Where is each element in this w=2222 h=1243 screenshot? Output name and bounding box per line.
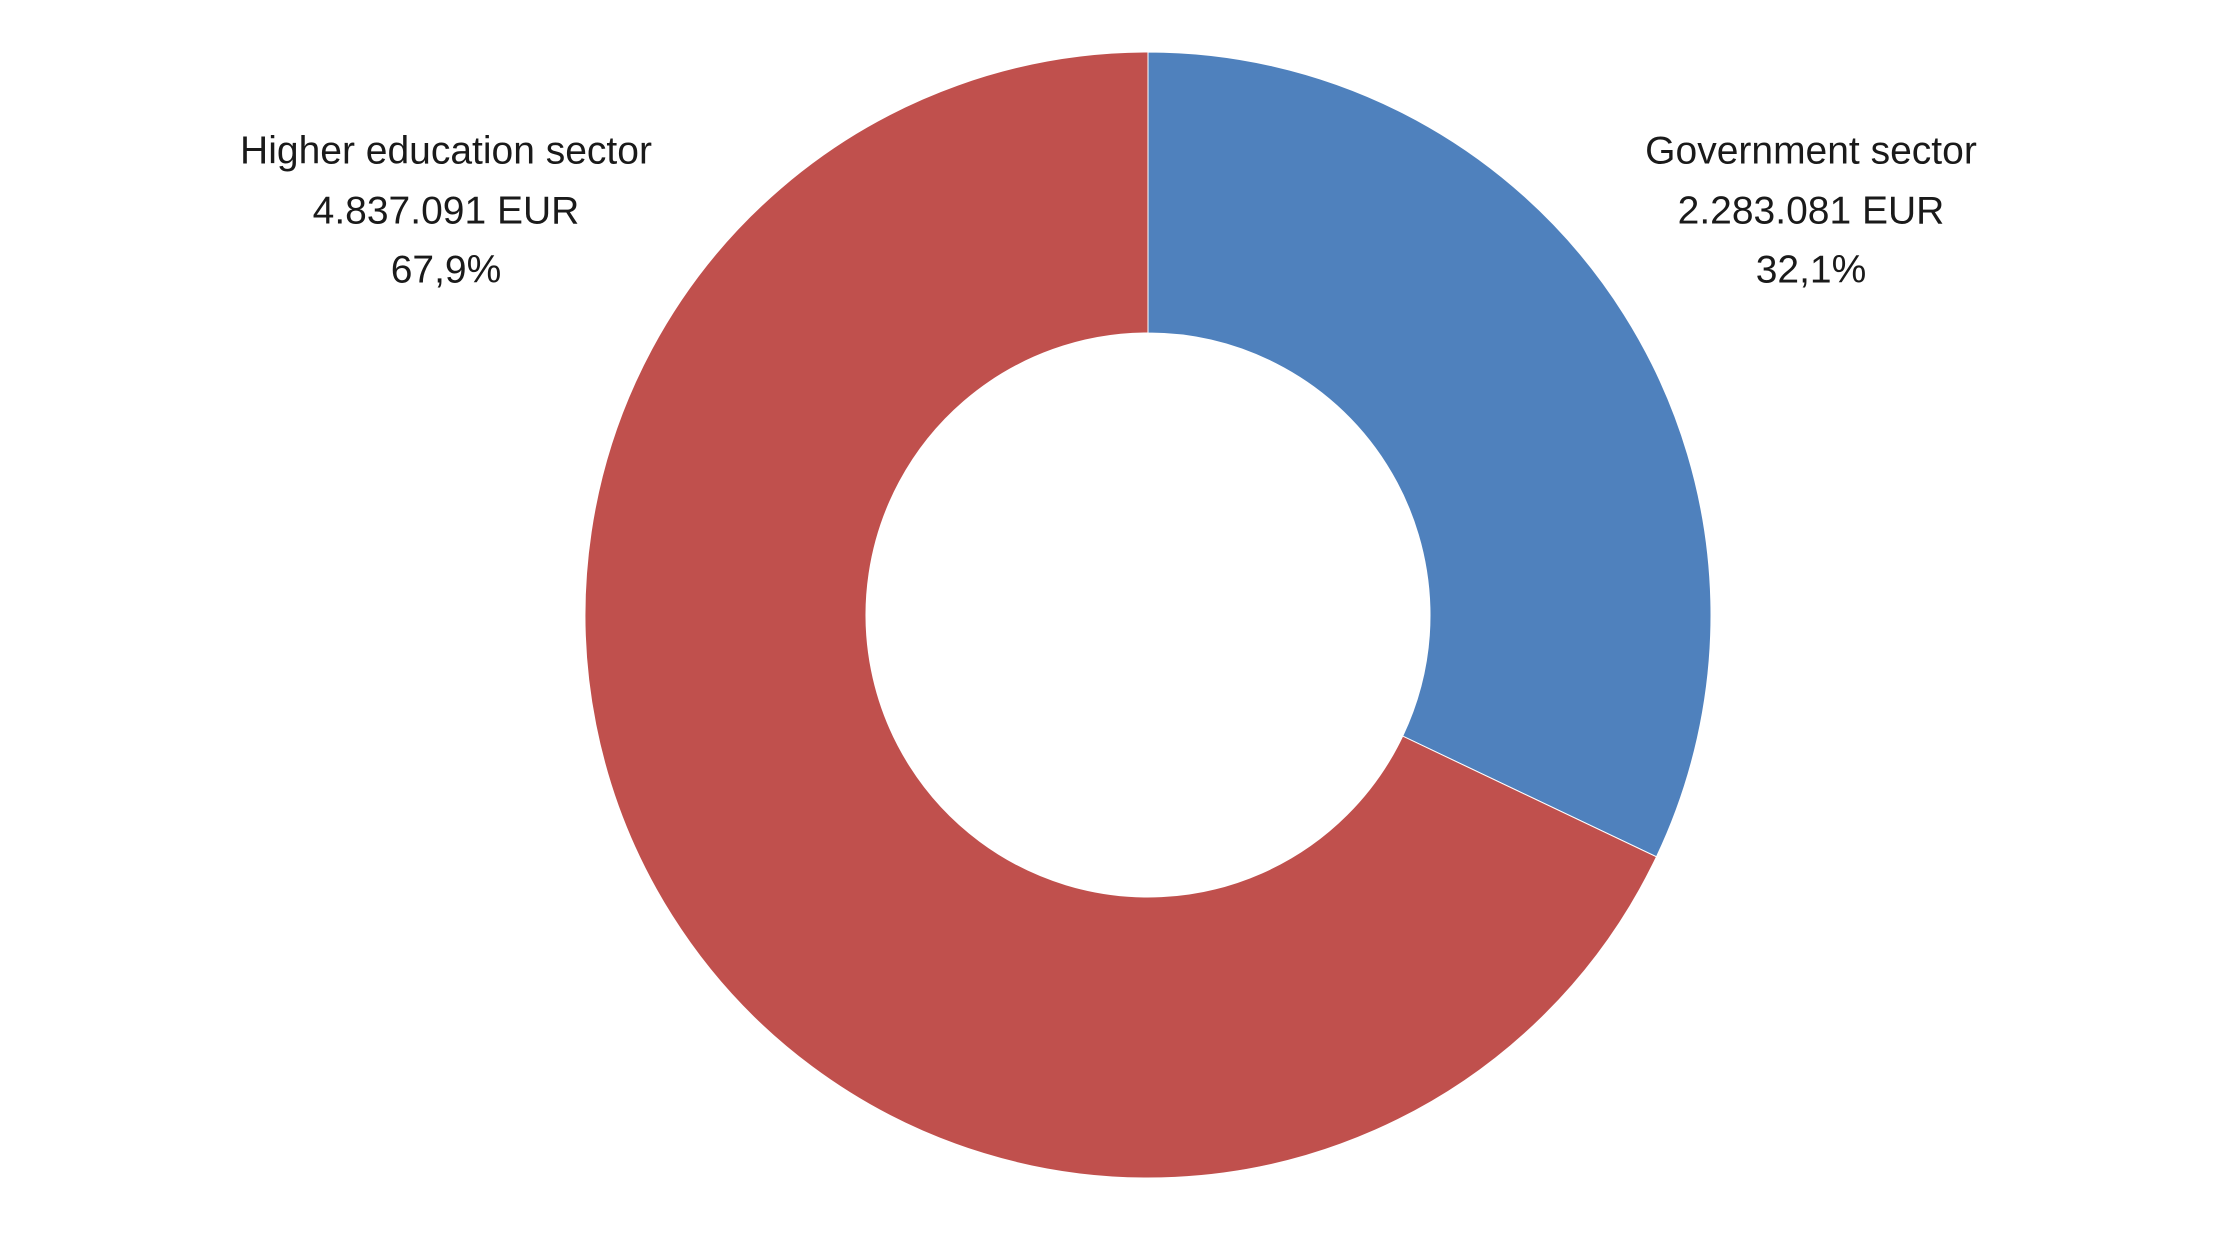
value-label: 2.283.081 EUR [1678, 189, 1945, 232]
donut-slice [1147, 51, 1712, 858]
slice-label: Higher education sector [240, 129, 652, 172]
percent-label: 32,1% [1756, 248, 1867, 291]
slice-label: Government sector [1645, 129, 1977, 172]
percent-label: 67,9% [391, 248, 502, 291]
value-label: 4.837.091 EUR [313, 189, 580, 232]
donut-slice [584, 51, 1658, 1179]
